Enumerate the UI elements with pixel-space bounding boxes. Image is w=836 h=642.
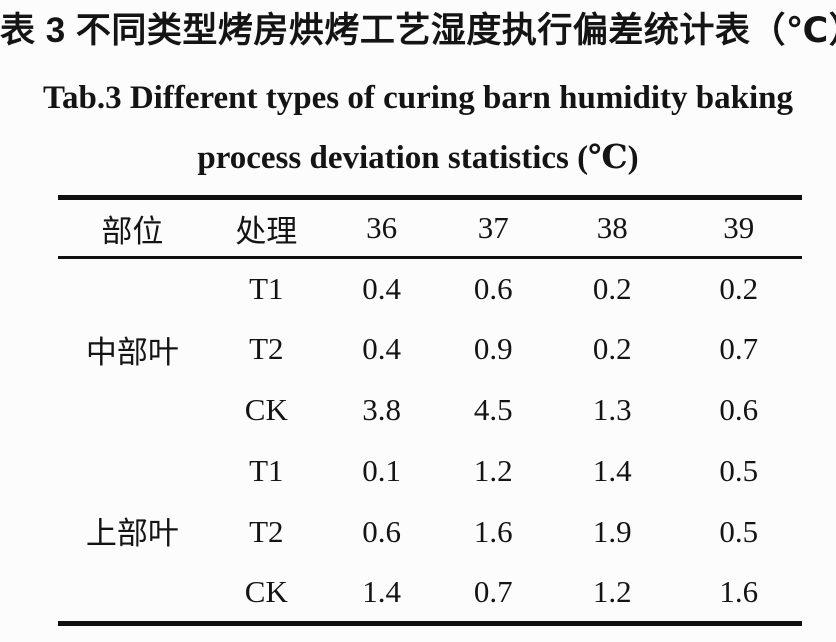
value-cell: 0.2: [592, 270, 632, 306]
value-cell: 1.6: [719, 573, 759, 609]
table-title-english-line1: Tab.3 Different types of curing barn hum…: [43, 80, 793, 116]
value-cell: 0.5: [719, 453, 759, 488]
table-title-chinese: 表 3 不同类型烤房烘烤工艺湿度执行偏差统计表（℃）: [0, 11, 836, 50]
value-cell: 0.2: [719, 270, 759, 306]
table-row: CK 3.8 4.5 1.3 0.6: [58, 380, 802, 441]
header-cell-temp-37: 37: [477, 210, 509, 245]
value-cell: 0.6: [719, 392, 759, 427]
treatment-cell: CK: [244, 392, 288, 427]
table-row: T2 0.6 1.6 1.9 0.5: [58, 502, 802, 563]
value-cell: 0.9: [473, 331, 513, 366]
table-row: 上部叶 T1 0.1 1.2 1.4 0.5: [58, 441, 802, 551]
header-cell-temp-39: 39: [723, 210, 755, 245]
value-cell: 0.6: [362, 514, 401, 549]
deviation-statistics-table: 部位 处理 36 37 38 39 中部叶 T1 0.4 0.6 0.2 0.2…: [58, 195, 802, 626]
value-cell: 1.9: [592, 514, 632, 549]
value-cell: 0.4: [362, 270, 401, 306]
table-row: T2 0.4 0.9 0.2 0.7: [58, 319, 802, 380]
value-cell: 0.2: [592, 331, 632, 366]
value-cell: 1.2: [592, 573, 632, 609]
position-cell: 上部叶: [85, 516, 179, 552]
value-cell: 1.4: [362, 573, 401, 609]
table-row: 中部叶 T1 0.4 0.6 0.2 0.2: [58, 258, 802, 371]
value-cell: 0.4: [362, 331, 401, 366]
treatment-cell: T1: [249, 270, 284, 306]
value-cell: 0.1: [362, 453, 401, 488]
value-cell: 0.7: [473, 573, 513, 609]
value-cell: 1.6: [473, 514, 513, 549]
value-cell: 0.6: [473, 270, 513, 306]
header-cell-temp-36: 36: [366, 210, 398, 245]
value-cell: 4.5: [473, 392, 513, 427]
treatment-cell: T2: [249, 331, 284, 366]
treatment-cell: CK: [244, 573, 288, 609]
treatment-cell: T2: [249, 514, 284, 549]
treatment-cell: T1: [249, 453, 284, 488]
header-cell-treatment: 处理: [235, 213, 298, 249]
value-cell: 1.2: [473, 453, 513, 488]
value-cell: 0.5: [719, 514, 759, 549]
value-cell: 1.3: [592, 392, 632, 427]
table-row: CK 1.4 0.7 1.2 1.6: [58, 563, 802, 624]
value-cell: 3.8: [362, 392, 401, 427]
table-header-row: 部位 处理 36 37 38 39: [58, 198, 802, 258]
position-cell: 中部叶: [85, 335, 179, 371]
header-cell-temp-38: 38: [596, 210, 628, 245]
value-cell: 1.4: [592, 453, 632, 488]
header-cell-position: 部位: [101, 213, 164, 249]
value-cell: 0.7: [719, 331, 759, 366]
table-title-english-line2: process deviation statistics (℃): [197, 140, 639, 176]
table-title-english: Tab.3 Different types of curing barn hum…: [0, 68, 836, 188]
